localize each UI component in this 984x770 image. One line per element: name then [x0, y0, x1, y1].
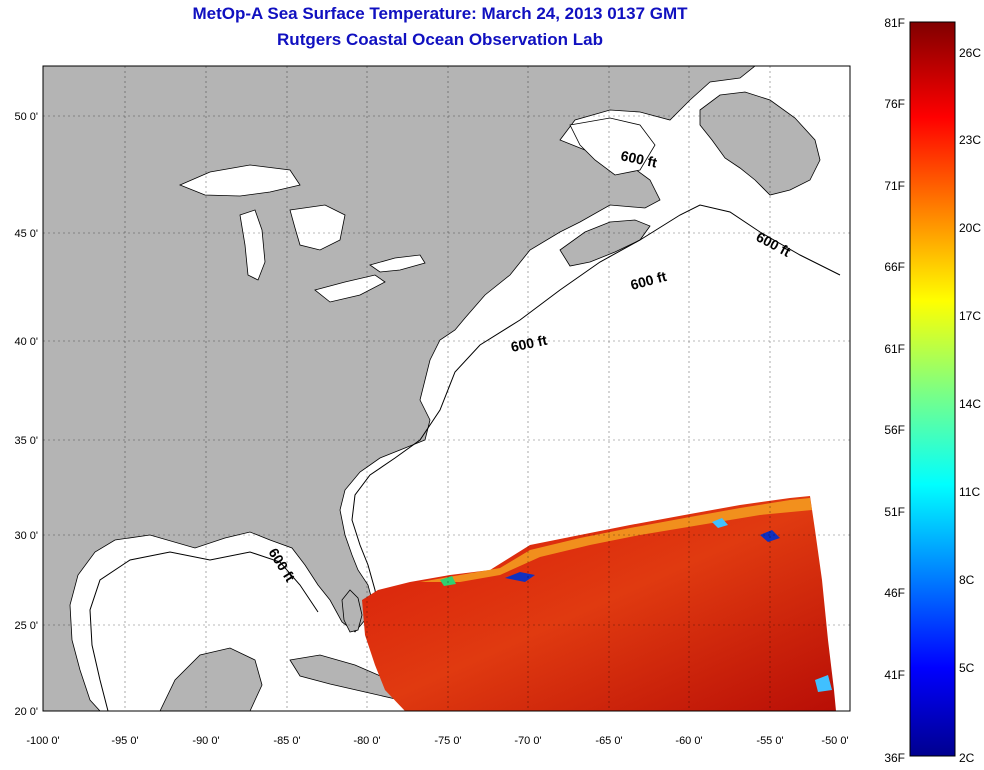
map-title: MetOp-A Sea Surface Temperature: March 2…	[192, 4, 688, 23]
lon-tick-label: -85 0'	[273, 735, 300, 747]
lon-tick-label: -95 0'	[111, 735, 138, 747]
lon-tick-label: -70 0'	[514, 735, 541, 747]
yucatan-land	[159, 647, 263, 711]
contour-label: 600 ft	[509, 332, 548, 355]
lat-tick-label: 35 0'	[14, 435, 38, 447]
celsius-label: 5C	[959, 661, 975, 675]
lon-tick-label: -65 0'	[595, 735, 622, 747]
colorbar-fahrenheit-scale: 81F 76F 71F 66F 61F 56F 51F 46F 41F 36F	[884, 16, 905, 765]
map-subtitle: Rutgers Coastal Ocean Observation Lab	[277, 30, 603, 49]
celsius-label: 26C	[959, 46, 981, 60]
lon-tick-label: -60 0'	[675, 735, 702, 747]
map-frame	[42, 65, 851, 712]
lat-tick-label: 50 0'	[14, 111, 38, 123]
celsius-label: 14C	[959, 397, 981, 411]
depth-contour-600ft	[351, 204, 841, 611]
lon-tick-label: -80 0'	[353, 735, 380, 747]
fahrenheit-label: 81F	[884, 16, 905, 30]
great-lakes	[178, 164, 301, 197]
celsius-label: 17C	[959, 309, 981, 323]
lon-tick-label: -90 0'	[192, 735, 219, 747]
celsius-label: 20C	[959, 221, 981, 235]
lon-tick-label: -100 0'	[26, 735, 59, 747]
colorbar-gradient	[909, 21, 956, 757]
fahrenheit-label: 46F	[884, 586, 905, 600]
sst-data-swath	[362, 496, 836, 711]
lat-tick-label: 30 0'	[14, 530, 38, 542]
colorbar-celsius-scale: 26C 23C 20C 17C 14C 11C 8C 5C 2C	[959, 46, 981, 765]
lat-tick-label: 25 0'	[14, 620, 38, 632]
temperature-colorbar: 81F 76F 71F 66F 61F 56F 51F 46F 41F 36F …	[884, 16, 981, 765]
celsius-label: 11C	[959, 485, 980, 499]
celsius-label: 23C	[959, 133, 981, 147]
lat-tick-label: 45 0'	[14, 228, 38, 240]
lat-tick-label: 40 0'	[14, 336, 38, 348]
celsius-label: 8C	[959, 573, 975, 587]
fahrenheit-label: 61F	[884, 342, 905, 356]
fahrenheit-label: 76F	[884, 97, 905, 111]
lat-tick-label: 20 0'	[14, 706, 38, 718]
longitude-axis: -100 0' -95 0' -90 0' -85 0' -80 0' -75 …	[26, 735, 848, 747]
lon-tick-label: -75 0'	[434, 735, 461, 747]
lon-tick-label: -55 0'	[756, 735, 783, 747]
lon-tick-label: -50 0'	[821, 735, 848, 747]
celsius-label: 2C	[959, 751, 975, 765]
fahrenheit-label: 36F	[884, 751, 905, 765]
fahrenheit-label: 41F	[884, 668, 905, 682]
fahrenheit-label: 56F	[884, 423, 905, 437]
newfoundland-land	[699, 91, 821, 196]
contour-label: 600 ft	[619, 147, 658, 170]
fahrenheit-label: 66F	[884, 260, 905, 274]
fahrenheit-label: 71F	[884, 179, 905, 193]
map-plot-area	[43, 66, 850, 711]
fahrenheit-label: 51F	[884, 505, 905, 519]
latitude-axis: 50 0' 45 0' 40 0' 35 0' 30 0' 25 0' 20 0…	[14, 111, 38, 718]
